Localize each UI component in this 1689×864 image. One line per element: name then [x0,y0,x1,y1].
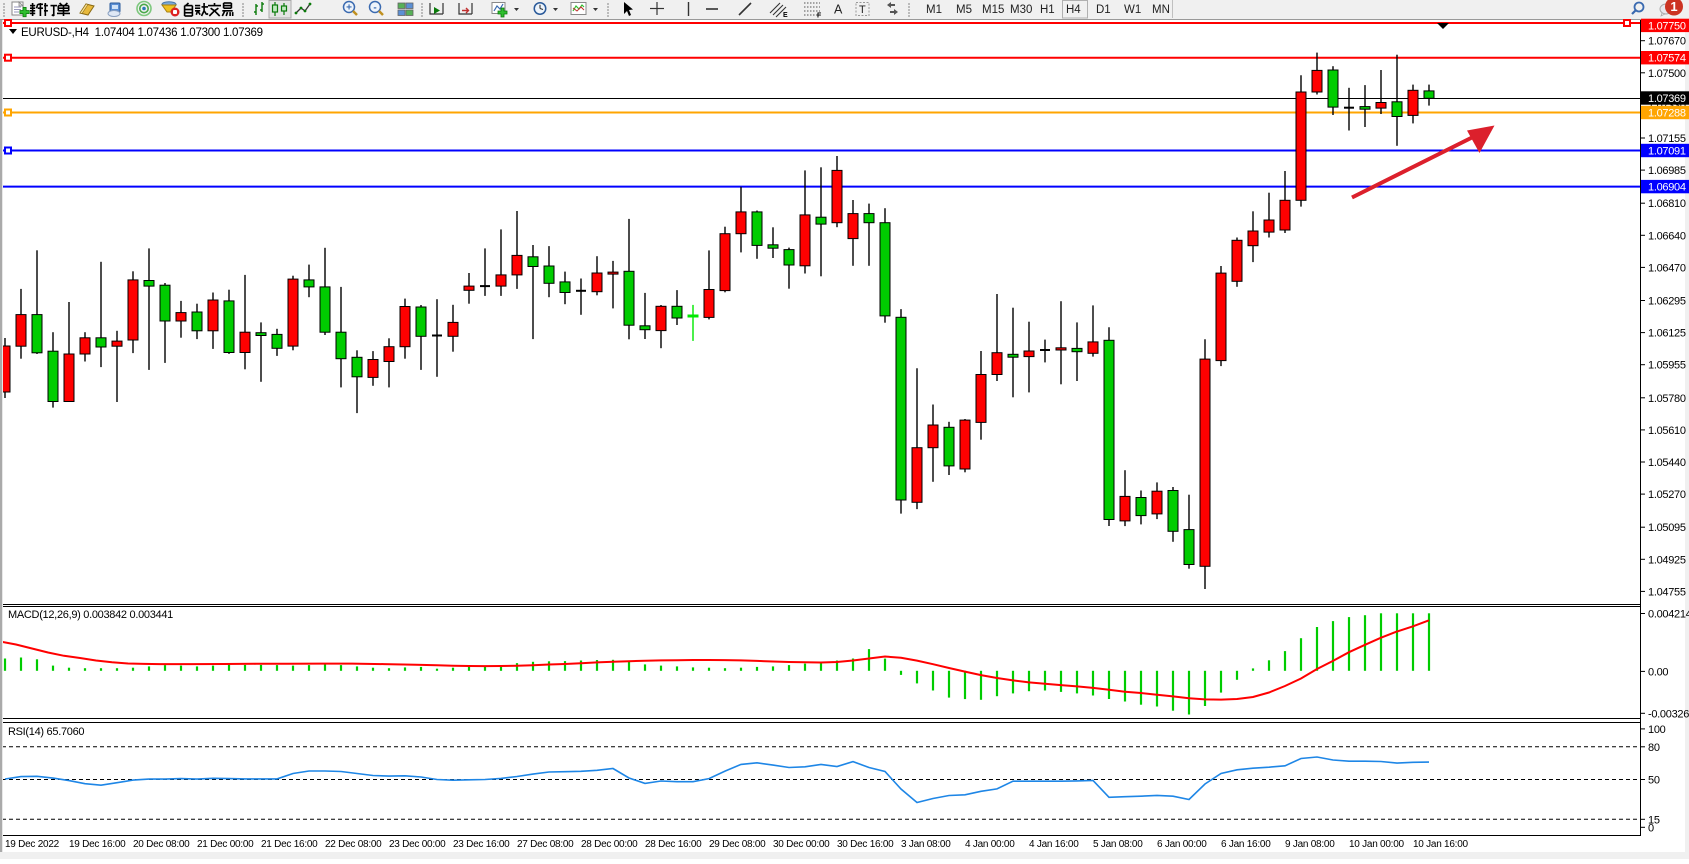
svg-text:3 Jan 08:00: 3 Jan 08:00 [901,839,951,850]
svg-text:9 Jan 08:00: 9 Jan 08:00 [1285,839,1335,850]
svg-text:5 Jan 08:00: 5 Jan 08:00 [1093,839,1143,850]
svg-text:M1: M1 [926,4,942,16]
svg-text:1.05955: 1.05955 [1648,360,1686,372]
svg-text:6 Jan 16:00: 6 Jan 16:00 [1221,839,1271,850]
svg-text:28 Dec 16:00: 28 Dec 16:00 [645,839,702,850]
svg-text:M15: M15 [982,4,1004,16]
svg-text:M5: M5 [956,4,972,16]
svg-text:1: 1 [1670,0,1677,14]
svg-text:1.07155: 1.07155 [1648,133,1686,145]
svg-text:1.07500: 1.07500 [1648,68,1686,80]
svg-text:MN: MN [1152,4,1170,16]
svg-text:0: 0 [1648,822,1654,834]
svg-text:EURUSD-,H4 1.07404 1.07436 1.: EURUSD-,H4 1.07404 1.07436 1.07300 1.073… [21,27,263,39]
svg-text:28 Dec 00:00: 28 Dec 00:00 [581,839,638,850]
svg-text:1.06904: 1.06904 [1648,182,1686,194]
svg-text:E: E [783,12,788,19]
svg-text:1.06470: 1.06470 [1648,262,1686,274]
svg-text:80: 80 [1648,742,1660,754]
svg-text:F: F [817,13,822,20]
svg-text:W1: W1 [1124,4,1141,16]
svg-text:100: 100 [1648,724,1666,736]
svg-text:1.07750: 1.07750 [1648,20,1686,32]
svg-text:29 Dec 08:00: 29 Dec 08:00 [709,839,766,850]
svg-text:H1: H1 [1040,4,1055,16]
svg-text:6 Jan 00:00: 6 Jan 00:00 [1157,839,1207,850]
svg-text:1.05780: 1.05780 [1648,393,1686,405]
svg-text:27 Dec 08:00: 27 Dec 08:00 [517,839,574,850]
svg-text:D1: D1 [1096,4,1111,16]
svg-text:-: - [373,3,376,14]
svg-text:30 Dec 00:00: 30 Dec 00:00 [773,839,830,850]
svg-text:19 Dec 16:00: 19 Dec 16:00 [69,839,126,850]
svg-text:15: 15 [1648,814,1660,826]
svg-text:A: A [834,3,843,17]
svg-text:1.06125: 1.06125 [1648,328,1686,340]
svg-text:+: + [346,3,352,14]
svg-text:0.00: 0.00 [1648,666,1668,678]
svg-text:1.05440: 1.05440 [1648,457,1686,469]
svg-text:1.07369: 1.07369 [1648,93,1686,105]
svg-text:-0.00326: -0.00326 [1648,708,1689,720]
svg-text:21 Dec 00:00: 21 Dec 00:00 [197,839,254,850]
svg-text:H4: H4 [1066,4,1081,16]
svg-text:T: T [859,4,866,16]
svg-text:4 Jan 16:00: 4 Jan 16:00 [1029,839,1079,850]
svg-text:1.06640: 1.06640 [1648,230,1686,242]
svg-text:0.004214: 0.004214 [1648,609,1689,621]
svg-text:22 Dec 08:00: 22 Dec 08:00 [325,839,382,850]
svg-text:1.07091: 1.07091 [1648,146,1686,158]
svg-text:19 Dec 2022: 19 Dec 2022 [5,839,60,850]
svg-text:23 Dec 16:00: 23 Dec 16:00 [453,839,510,850]
svg-text:1.07670: 1.07670 [1648,36,1686,48]
svg-text:1.06985: 1.06985 [1648,165,1686,177]
svg-text:M30: M30 [1010,4,1032,16]
svg-text:4 Jan 00:00: 4 Jan 00:00 [965,839,1015,850]
svg-text:1.06810: 1.06810 [1648,198,1686,210]
svg-text:1.05270: 1.05270 [1648,489,1686,501]
svg-text:1.04925: 1.04925 [1648,554,1686,566]
svg-text:30 Dec 16:00: 30 Dec 16:00 [837,839,894,850]
svg-text:10 Jan 16:00: 10 Jan 16:00 [1413,839,1469,850]
svg-text:MACD(12,26,9) 0.003842 0.00344: MACD(12,26,9) 0.003842 0.003441 [8,609,173,621]
svg-text:50: 50 [1648,775,1660,787]
svg-text:1.05610: 1.05610 [1648,425,1686,437]
svg-text:21 Dec 16:00: 21 Dec 16:00 [261,839,318,850]
svg-text:10 Jan 00:00: 10 Jan 00:00 [1349,839,1405,850]
svg-text:1.07288: 1.07288 [1648,108,1686,120]
svg-text:1.04755: 1.04755 [1648,586,1686,598]
svg-text:1.07574: 1.07574 [1648,53,1686,65]
svg-text:RSI(14) 65.7060: RSI(14) 65.7060 [8,726,84,738]
svg-text:23 Dec 00:00: 23 Dec 00:00 [389,839,446,850]
svg-text:1.06295: 1.06295 [1648,296,1686,308]
svg-text:20 Dec 08:00: 20 Dec 08:00 [133,839,190,850]
svg-text:1.05095: 1.05095 [1648,522,1686,534]
